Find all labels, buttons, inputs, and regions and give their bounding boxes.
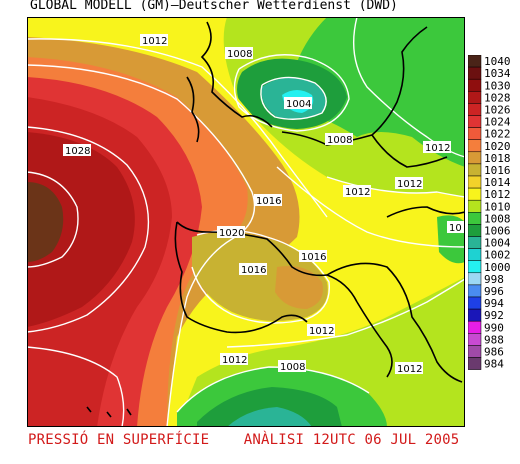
isobar-label: 1016 [301,252,326,263]
legend-label: 986 [484,346,504,359]
legend-label: 1004 [484,237,511,250]
legend-label: 1018 [484,152,511,165]
isobar-labels: 1012 1008 1004 1008 1028 1016 1012 1012 … [63,34,465,375]
legend-swatch [468,66,482,80]
legend-swatch [468,236,482,249]
isobar-label: 1008 [227,49,252,60]
isobar-label: 1012 [309,326,334,337]
legend-label: 994 [484,297,504,310]
legend-swatch [468,55,482,68]
field-green-north [287,17,465,167]
legend-swatch [468,163,482,177]
legend-swatch [468,308,482,322]
isobar-label: 1028 [65,146,90,157]
legend-label: 1022 [484,128,511,141]
legend-swatch [468,78,482,92]
coastlines [86,21,465,418]
legend-label: 1026 [484,104,511,117]
legend-swatch [468,296,482,310]
legend-swatch [468,187,482,201]
legend-swatch [468,272,482,286]
isobar-label: 1012 [425,143,450,154]
field-med-teal [227,407,312,427]
legend-swatch [468,284,482,298]
pressure-map: 1012 1008 1004 1008 1028 1016 1012 1012 … [27,17,465,427]
isobar-label: 1008 [327,135,352,146]
legend-swatch [468,224,482,237]
isobar-label: 1012 [397,364,422,375]
isobar-label: 1012 [222,355,247,366]
legend-swatch [468,320,482,334]
legend-label: 1010 [484,200,511,213]
legend-label: 998 [484,273,504,286]
legend-label: 1034 [484,67,511,80]
caption-analysis-time: ANÀLISI 12UTC 06 JUL 2005 [243,432,460,448]
legend-swatch [468,260,482,274]
isobar-label: 1004 [286,99,311,110]
map-caption: PRESSIÓ EN SUPERFÍCIE ANÀLISI 12UTC 06 J… [28,432,459,448]
legend-swatch [468,175,482,189]
legend-swatch [468,199,482,213]
field-1030 [27,182,64,262]
field-iberia-core [275,266,323,309]
legend-label: 996 [484,285,504,298]
legend-label: 1016 [484,164,511,177]
legend-label: 1028 [484,91,511,104]
legend-label: 1002 [484,249,511,262]
legend-swatch [468,91,482,104]
pressure-legend: 1040103410301028102610241022102010181016… [468,55,511,371]
legend-label: 1030 [484,79,511,92]
legend-label: 1000 [484,261,511,274]
isobar-label: 1016 [256,196,281,207]
isobar-label: 10 [449,223,462,234]
legend-label: 1040 [484,55,511,68]
legend-label: 1020 [484,140,511,153]
legend-label: 992 [484,309,504,322]
legend-label: 988 [484,333,504,346]
legend-swatch [468,212,482,225]
legend-swatch [468,127,482,140]
isobar-label: 1020 [219,228,244,239]
legend-swatch [468,139,482,153]
legend-label: 990 [484,321,504,334]
isobar-label: 1016 [241,265,266,276]
legend-label: 1014 [484,176,511,189]
legend-swatch [468,103,482,116]
legend-swatch [468,345,482,358]
legend-label: 1012 [484,188,511,201]
legend-swatch [468,151,482,165]
legend-label: 984 [484,358,504,371]
legend-label: 1006 [484,225,511,238]
legend-label: 1024 [484,116,511,129]
caption-variable: PRESSIÓ EN SUPERFÍCIE [28,432,210,448]
field-med-darkgreen [197,387,342,427]
isobar-label: 1012 [345,187,370,198]
page-title: GLOBAL MODELL (GM)—Deutscher Wetterdiens… [30,0,398,13]
isobar-label: 1012 [142,36,167,47]
isobar-label: 1008 [280,362,305,373]
legend-swatch [468,248,482,261]
legend-label: 1008 [484,212,511,225]
legend-swatch [468,333,482,346]
legend-swatch [468,357,482,370]
isobar-label: 1012 [397,179,422,190]
legend-swatch [468,115,482,128]
